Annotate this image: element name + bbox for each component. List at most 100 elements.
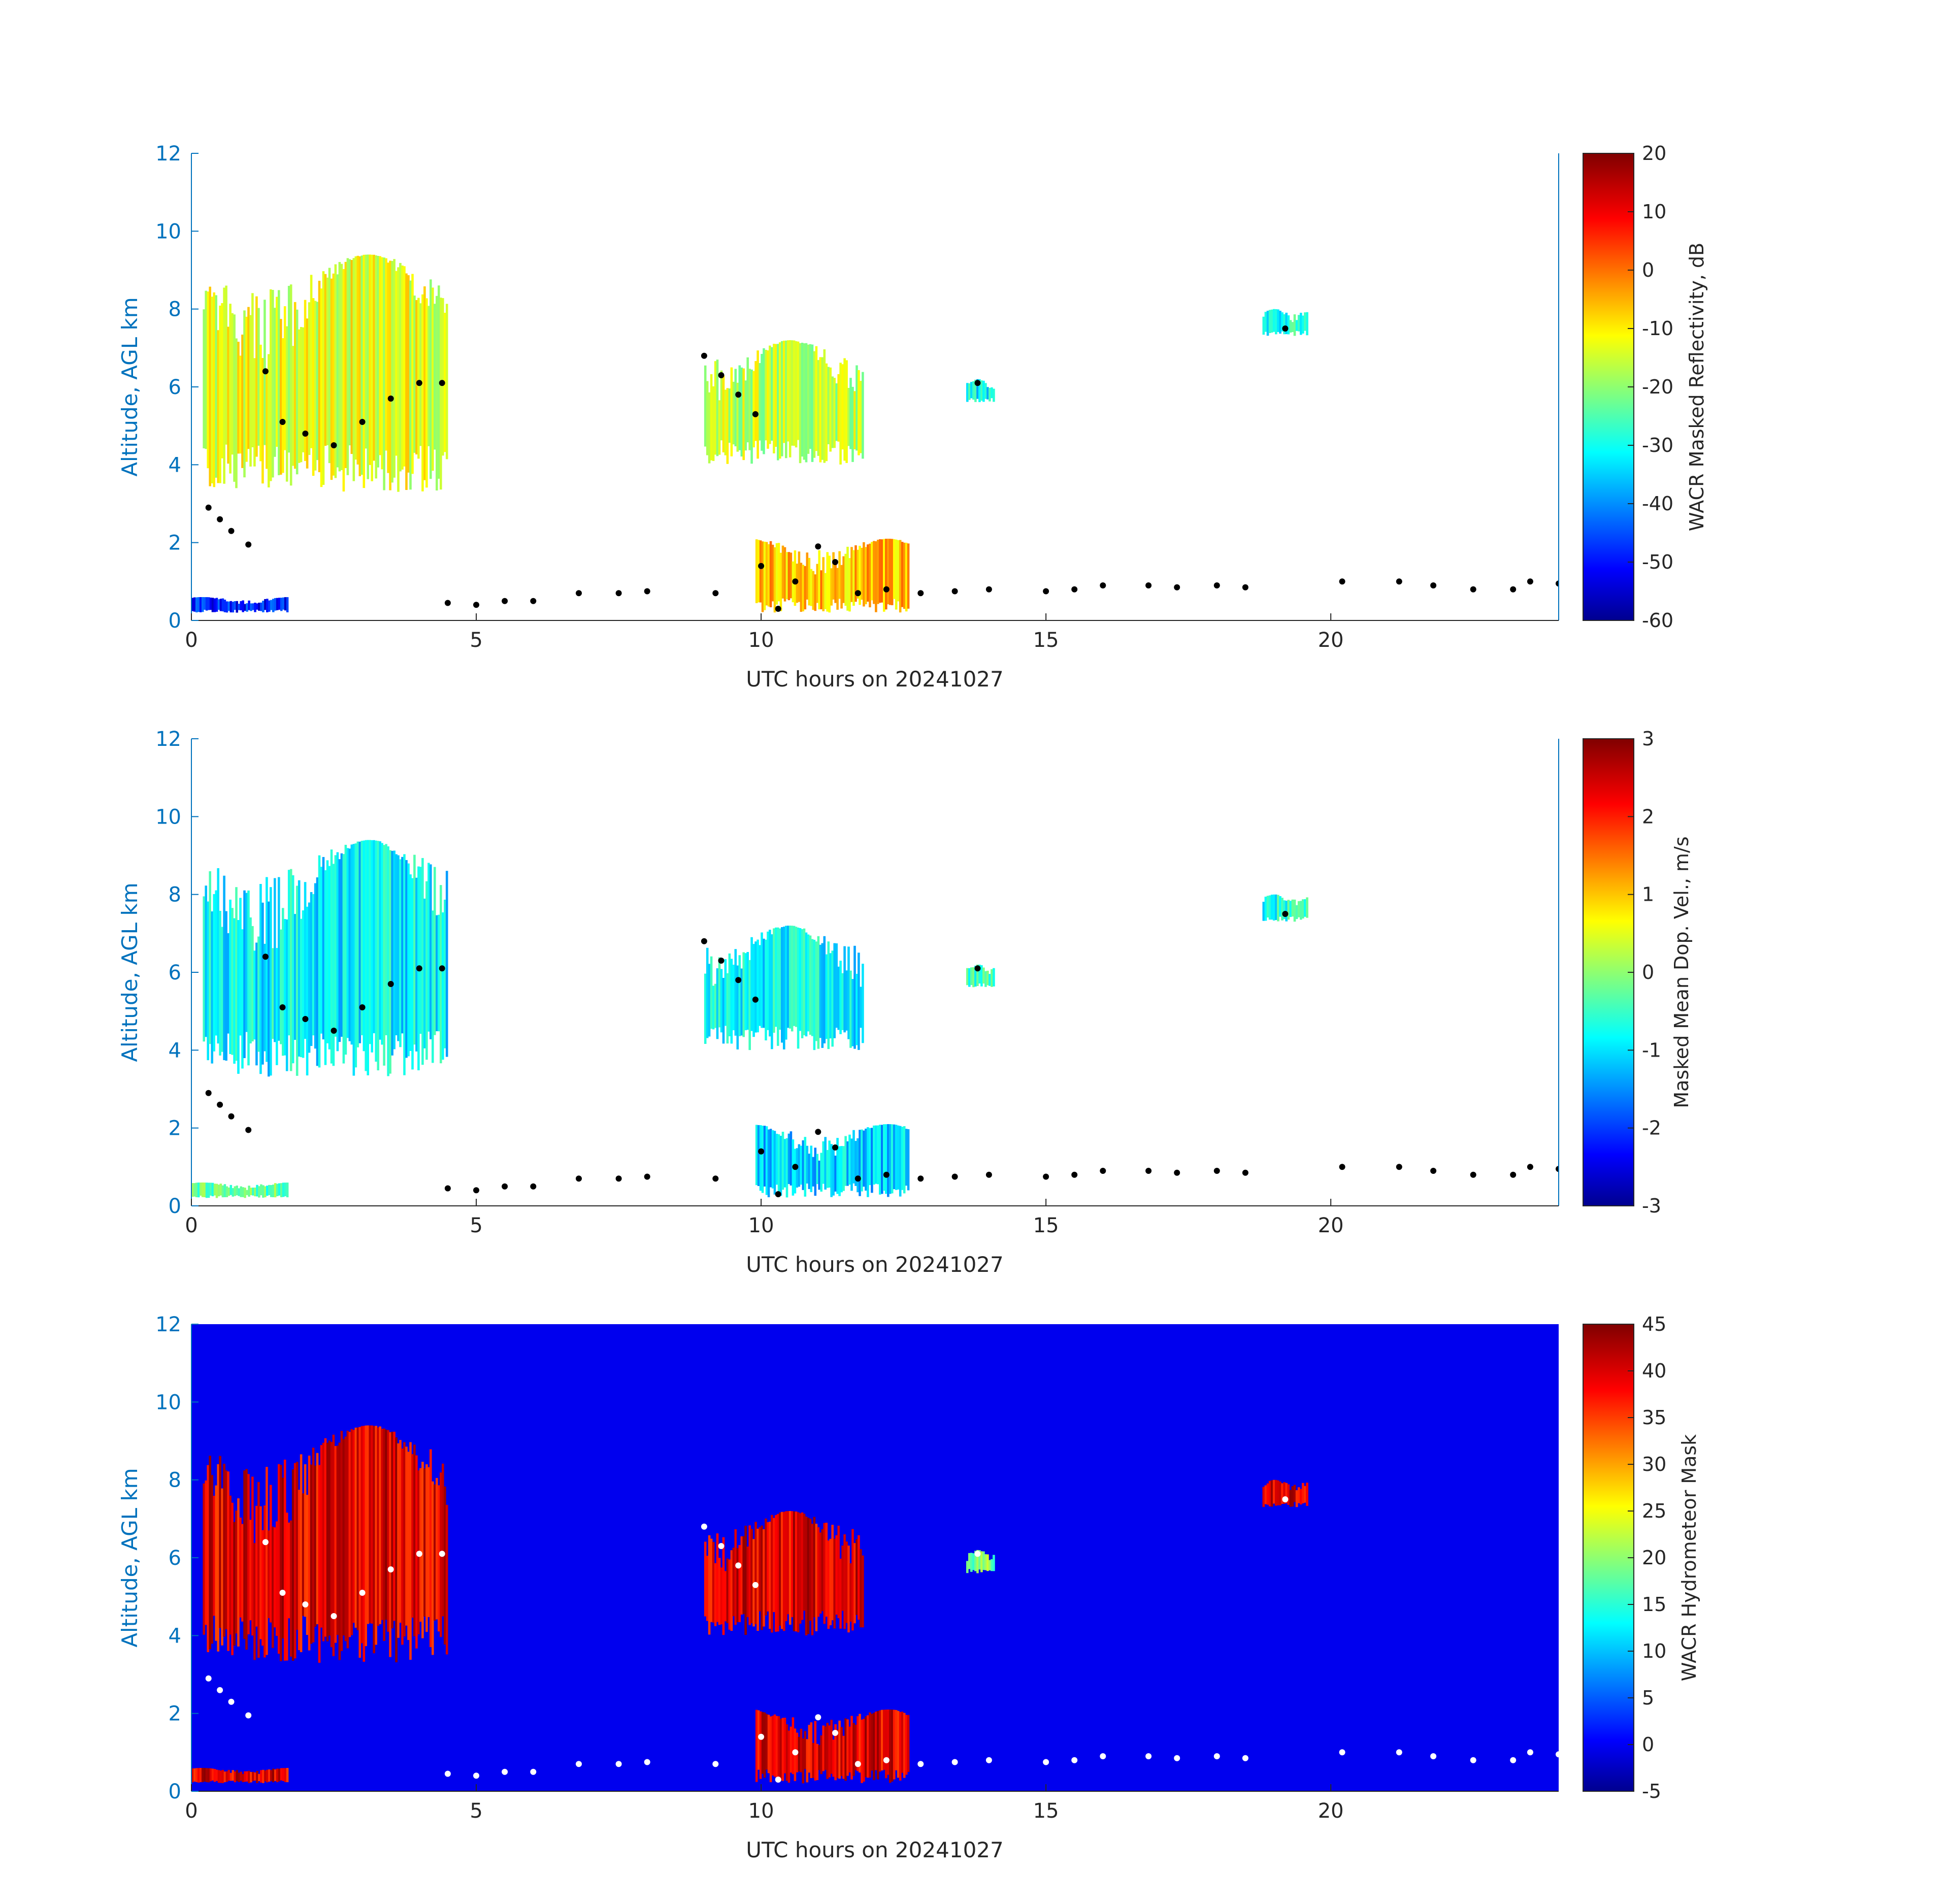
echo-column — [445, 1504, 448, 1655]
echo-column — [893, 1124, 896, 1190]
cloud-base-point — [205, 504, 212, 511]
echo-column — [393, 259, 396, 478]
echo-column — [1275, 309, 1277, 335]
echo-column — [1289, 901, 1292, 917]
echo-layer-3 — [191, 1425, 1308, 1784]
echo-column — [377, 1427, 379, 1626]
echo-column — [298, 329, 301, 463]
echo-layer-1 — [191, 254, 1308, 613]
x-tick-label: 10 — [748, 1799, 774, 1823]
echo-column — [391, 850, 393, 1056]
cloud-base-point — [359, 419, 366, 425]
echo-column — [236, 601, 238, 613]
echo-column — [732, 381, 735, 445]
echo-column — [266, 599, 269, 612]
echo-column — [264, 943, 266, 1052]
echo-column — [217, 868, 219, 1044]
cloud-base-point — [1145, 1753, 1152, 1759]
echo-column — [1268, 895, 1271, 920]
echo-column — [397, 1443, 400, 1638]
echo-column — [809, 935, 812, 1035]
echo-column — [907, 543, 910, 609]
echo-column — [235, 338, 238, 488]
echo-column — [1262, 902, 1265, 921]
echo-column — [395, 271, 398, 456]
cloud-base-point — [279, 1004, 286, 1010]
echo-column — [298, 880, 301, 1057]
echo-column — [1264, 1485, 1267, 1504]
echo-column — [801, 929, 804, 1038]
echo-column — [869, 1128, 871, 1186]
echo-column — [215, 890, 217, 1036]
echo-column — [328, 866, 331, 1049]
echo-column — [232, 1188, 235, 1197]
echo-column — [895, 1710, 898, 1770]
echo-column — [262, 601, 265, 612]
echo-column — [895, 539, 898, 610]
echo-column — [802, 1140, 805, 1190]
cloud-base-point — [576, 590, 582, 597]
y-ticks-2: 0 2 4 6 8 10 12 — [155, 728, 199, 1218]
echo-column — [821, 357, 824, 460]
echo-column — [825, 954, 828, 1039]
echo-column — [320, 867, 323, 1034]
echo-column — [1295, 905, 1298, 920]
echo-column — [346, 1430, 349, 1649]
echo-column — [255, 1505, 258, 1627]
y-tick-label: 8 — [169, 298, 181, 321]
echo-column — [746, 1547, 749, 1617]
echo-column — [845, 1541, 848, 1623]
echo-column — [851, 386, 854, 462]
echo-column — [849, 378, 852, 449]
echo-column — [338, 859, 341, 1042]
echo-column — [205, 1768, 208, 1782]
echo-column — [789, 1131, 793, 1186]
echo-column — [779, 928, 781, 1030]
echo-column — [340, 264, 343, 470]
colorbar-tick-label: 2 — [1642, 805, 1654, 828]
y-tick-label: 2 — [169, 1117, 181, 1140]
echo-column — [761, 354, 763, 451]
echo-column — [245, 893, 248, 1032]
echo-column — [816, 1744, 819, 1780]
echo-column — [722, 1537, 725, 1635]
echo-column — [837, 374, 840, 442]
echo-column — [982, 1551, 985, 1570]
echo-column — [804, 1137, 807, 1197]
echo-column — [413, 296, 416, 453]
echo-column — [814, 1721, 817, 1781]
echo-column — [225, 911, 227, 1061]
echo-column — [324, 274, 327, 446]
echo-column — [840, 565, 843, 609]
echo-column — [289, 284, 292, 486]
x-tick-label: 10 — [748, 629, 774, 652]
echo-column — [728, 1559, 731, 1630]
cloud-base-point — [718, 372, 725, 378]
echo-column — [270, 600, 273, 610]
echo-column — [320, 288, 323, 487]
echo-column — [867, 1127, 869, 1197]
echo-column — [278, 1464, 280, 1654]
echo-column — [348, 848, 351, 1041]
echo-column — [875, 1712, 877, 1770]
echo-column — [338, 262, 341, 472]
echo-column — [740, 367, 743, 457]
echo-column — [756, 1528, 759, 1631]
echo-column — [1293, 314, 1296, 336]
echo-column — [280, 1768, 283, 1781]
echo-column — [1297, 1487, 1300, 1503]
echo-column — [812, 571, 815, 610]
echo-column — [736, 965, 739, 1049]
echo-column — [871, 542, 873, 601]
echo-column — [773, 1131, 776, 1195]
echo-column — [293, 302, 297, 469]
echo-column — [389, 260, 391, 490]
echo-column — [270, 1485, 272, 1623]
echo-column — [826, 1723, 829, 1779]
echo-column — [322, 1442, 325, 1642]
echo-column — [324, 870, 327, 1065]
echo-column — [767, 350, 769, 449]
echo-column — [308, 902, 311, 1053]
echo-column — [799, 1513, 802, 1624]
